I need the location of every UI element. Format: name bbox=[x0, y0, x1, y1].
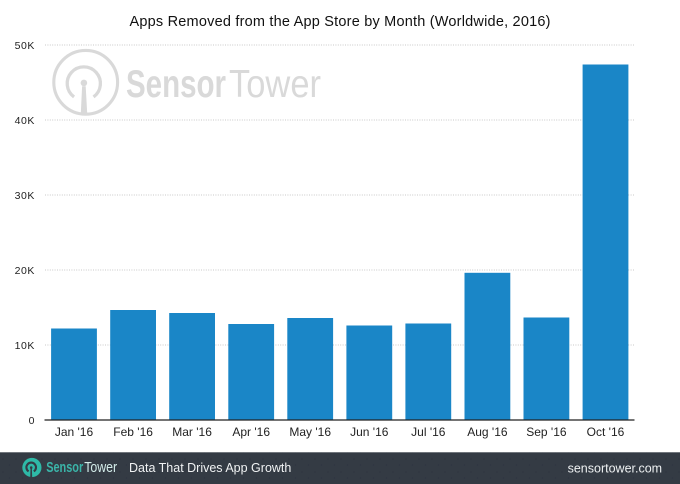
svg-text:10K: 10K bbox=[15, 340, 35, 352]
svg-text:30K: 30K bbox=[15, 190, 35, 202]
svg-text:Tower: Tower bbox=[84, 460, 117, 476]
svg-text:Tower: Tower bbox=[229, 63, 321, 106]
svg-text:Oct '16: Oct '16 bbox=[587, 425, 625, 439]
svg-text:sensortower.com: sensortower.com bbox=[568, 461, 662, 475]
svg-text:50K: 50K bbox=[15, 40, 35, 52]
svg-text:Sep '16: Sep '16 bbox=[526, 425, 567, 439]
svg-text:Feb '16: Feb '16 bbox=[113, 425, 153, 439]
svg-text:Mar '16: Mar '16 bbox=[172, 425, 212, 439]
svg-text:Sensor: Sensor bbox=[126, 63, 226, 106]
svg-text:Jan '16: Jan '16 bbox=[55, 425, 94, 439]
svg-text:Jun '16: Jun '16 bbox=[350, 425, 389, 439]
svg-text:Aug '16: Aug '16 bbox=[467, 425, 508, 439]
svg-text:Data That Drives App Growth: Data That Drives App Growth bbox=[129, 461, 291, 475]
svg-text:Apr '16: Apr '16 bbox=[232, 425, 270, 439]
svg-text:May '16: May '16 bbox=[289, 425, 331, 439]
svg-text:Sensor: Sensor bbox=[46, 460, 83, 476]
svg-text:Apps Removed from the App Stor: Apps Removed from the App Store by Month… bbox=[130, 14, 551, 30]
svg-text:0: 0 bbox=[29, 415, 35, 427]
svg-text:40K: 40K bbox=[15, 115, 35, 127]
svg-text:20K: 20K bbox=[15, 265, 35, 277]
svg-text:Jul '16: Jul '16 bbox=[411, 425, 446, 439]
